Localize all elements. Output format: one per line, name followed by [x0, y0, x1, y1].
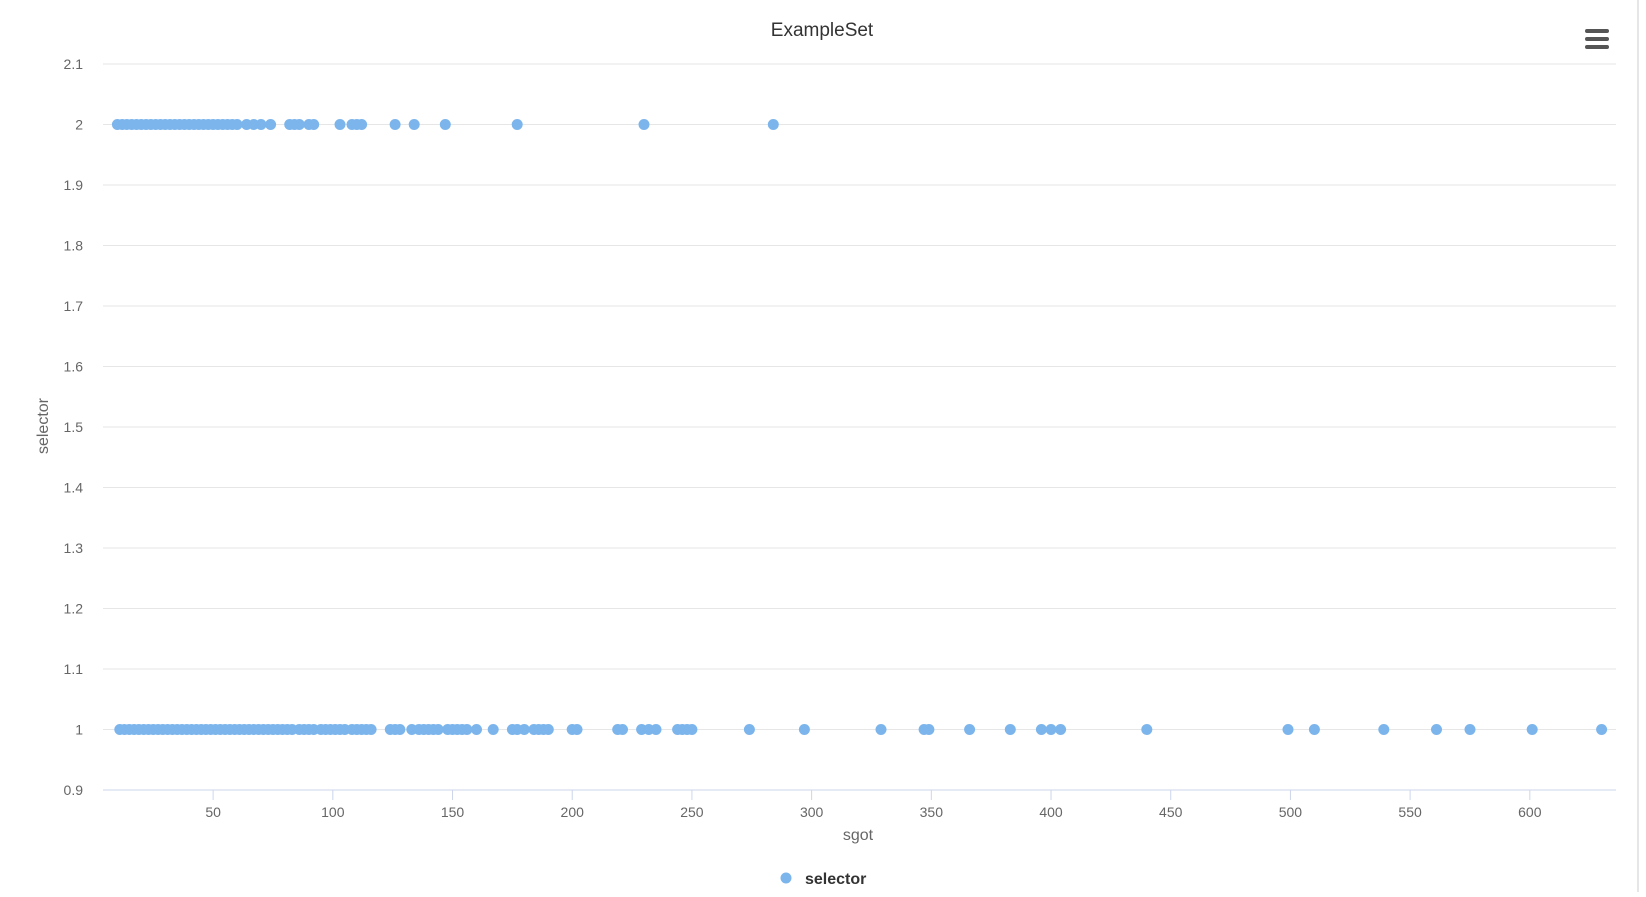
data-point[interactable] — [308, 119, 320, 130]
y-tick-label: 1.1 — [64, 661, 84, 677]
data-point[interactable] — [461, 724, 473, 735]
data-point[interactable] — [1004, 724, 1016, 735]
data-point[interactable] — [511, 119, 523, 130]
data-point[interactable] — [875, 724, 887, 735]
y-axis-label: selector — [35, 397, 52, 454]
scatter-points — [111, 119, 1608, 735]
data-point[interactable] — [686, 724, 698, 735]
y-axis-tick-labels: 0.9 1 1.1 1.2 1.3 1.4 1.5 1.6 1.7 1.8 1.9 2 2.1 — [64, 56, 84, 798]
x-tick-label: 100 — [321, 804, 345, 820]
chart-title: ExampleSet — [771, 20, 874, 41]
data-point[interactable] — [767, 119, 779, 130]
data-point[interactable] — [231, 119, 243, 130]
legend-item-label[interactable]: selector — [805, 871, 866, 888]
data-point[interactable] — [1035, 724, 1047, 735]
data-point[interactable] — [964, 724, 976, 735]
data-point[interactable] — [293, 119, 305, 130]
grid-lines — [103, 63, 1616, 730]
x-tick-label: 350 — [920, 804, 944, 820]
y-tick-label: 1.6 — [64, 359, 84, 375]
data-point[interactable] — [255, 119, 267, 130]
x-axis-label: sgot — [843, 827, 874, 844]
y-tick-label: 0.9 — [64, 782, 84, 798]
x-axis-tick-labels: 50 100 150 200 250 300 350 400 450 500 550 600 — [205, 790, 1542, 820]
data-point[interactable] — [356, 119, 368, 130]
x-tick-label: 450 — [1159, 804, 1183, 820]
data-point[interactable] — [1308, 724, 1320, 735]
data-point[interactable] — [617, 724, 628, 735]
y-tick-label: 1.2 — [64, 601, 84, 617]
data-point[interactable] — [1141, 724, 1153, 735]
data-point[interactable] — [394, 724, 406, 735]
data-point[interactable] — [1282, 724, 1294, 735]
x-tick-label: 250 — [680, 804, 704, 820]
data-point[interactable] — [471, 724, 482, 735]
data-point[interactable] — [650, 724, 662, 735]
y-tick-label: 1.5 — [64, 419, 84, 435]
data-point[interactable] — [1055, 724, 1067, 735]
chart-menu-button[interactable] — [1580, 24, 1616, 54]
data-point[interactable] — [1431, 724, 1442, 735]
data-point[interactable] — [1464, 724, 1476, 735]
y-tick-label: 1.3 — [64, 540, 84, 556]
x-tick-label: 150 — [441, 804, 465, 820]
data-point[interactable] — [1526, 724, 1538, 735]
y-tick-label: 2.1 — [64, 56, 84, 72]
y-tick-label: 1.7 — [64, 298, 84, 314]
x-tick-label: 300 — [800, 804, 824, 820]
x-tick-label: 550 — [1398, 804, 1422, 820]
y-tick-label: 1.8 — [64, 238, 84, 254]
data-point[interactable] — [743, 724, 755, 735]
panel-divider — [1637, 0, 1639, 892]
x-tick-label: 500 — [1279, 804, 1303, 820]
y-tick-label: 1 — [75, 722, 83, 738]
legend[interactable]: selector — [780, 871, 867, 888]
data-point[interactable] — [638, 119, 650, 130]
y-tick-label: 1.9 — [64, 177, 84, 193]
data-point[interactable] — [1045, 724, 1057, 735]
data-point[interactable] — [334, 119, 346, 130]
data-point[interactable] — [1378, 724, 1390, 735]
x-tick-label: 600 — [1518, 804, 1542, 820]
data-point[interactable] — [432, 724, 444, 735]
data-point[interactable] — [487, 724, 499, 735]
y-tick-label: 1.4 — [64, 480, 84, 496]
data-point[interactable] — [542, 724, 554, 735]
data-point[interactable] — [518, 724, 530, 735]
legend-marker — [780, 872, 792, 884]
data-point[interactable] — [408, 119, 420, 130]
data-point[interactable] — [798, 724, 810, 735]
data-point[interactable] — [571, 724, 583, 735]
x-tick-label: 50 — [205, 804, 221, 820]
hamburger-menu-icon — [1585, 29, 1609, 33]
data-point[interactable] — [1596, 724, 1608, 735]
data-point[interactable] — [265, 119, 277, 130]
data-point[interactable] — [923, 724, 935, 735]
data-point[interactable] — [365, 724, 377, 735]
y-tick-label: 2 — [75, 117, 83, 133]
data-point[interactable] — [439, 119, 451, 130]
x-tick-label: 400 — [1039, 804, 1063, 820]
data-point[interactable] — [389, 119, 401, 130]
x-tick-label: 200 — [561, 804, 585, 820]
